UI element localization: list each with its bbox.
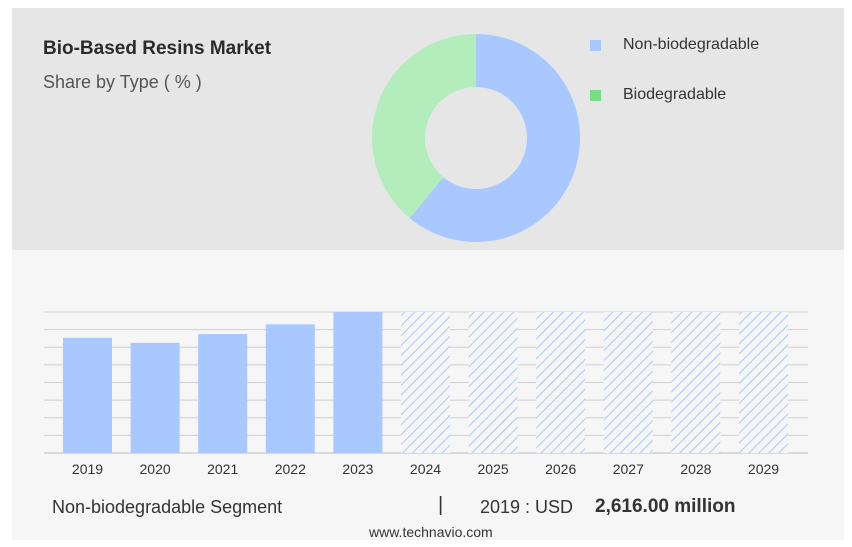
x-tick-label-2029: 2029 — [748, 461, 779, 477]
bar-2022 — [265, 324, 315, 453]
legend: Non-biodegradable Biodegradable — [590, 20, 759, 120]
forecast-bar-2026 — [536, 312, 586, 453]
forecast-bar-2027 — [603, 312, 653, 453]
x-tick-label-2020: 2020 — [140, 461, 171, 477]
x-tick-label-2028: 2028 — [680, 461, 711, 477]
forecast-bar-2028 — [671, 312, 721, 453]
forecast-bar-2025 — [468, 312, 518, 453]
legend-swatch-non-biodegradable — [590, 39, 601, 51]
x-tick-label-2027: 2027 — [613, 461, 644, 477]
bar-2019 — [63, 337, 112, 453]
forecast-bar-2024 — [401, 312, 450, 453]
donut-slice-non-biodegradable — [409, 34, 580, 242]
forecast-bar-2029 — [739, 312, 788, 453]
footer-segment-label: Non-biodegradable Segment — [52, 497, 283, 517]
x-tick-label-2019: 2019 — [72, 461, 103, 477]
x-tick-label-2025: 2025 — [478, 461, 509, 477]
bar-2023 — [333, 312, 383, 453]
x-tick-label-2022: 2022 — [275, 461, 306, 477]
x-tick-label-2024: 2024 — [410, 461, 441, 477]
chart-subtitle: Share by Type ( % ) — [43, 72, 202, 92]
legend-label-biodegradable: Biodegradable — [623, 86, 727, 103]
legend-item-non-biodegradable: Non-biodegradable — [590, 20, 759, 70]
bar-2020 — [130, 342, 180, 453]
legend-item-biodegradable: Biodegradable — [590, 70, 759, 120]
chart-title: Bio-Based Resins Market — [43, 38, 272, 59]
footer-separator: | — [438, 494, 444, 516]
legend-label-non-biodegradable: Non-biodegradable — [623, 36, 760, 53]
x-tick-label-2023: 2023 — [342, 461, 373, 477]
watermark: www.technavio.com — [369, 524, 493, 540]
bar-2021 — [198, 334, 248, 453]
donut-slice-biodegradable — [372, 34, 476, 219]
footer-value: 2,616.00 million — [595, 496, 736, 517]
x-tick-label-2026: 2026 — [545, 461, 576, 477]
donut-chart — [372, 34, 580, 242]
x-tick-label-2021: 2021 — [207, 461, 238, 477]
legend-swatch-biodegradable — [590, 89, 601, 101]
footer-year-label: 2019 : USD — [480, 497, 574, 517]
bar-chart: 2019 2020 2021 2022 2023 2024 2025 2026 2027 2028… — [44, 311, 808, 477]
